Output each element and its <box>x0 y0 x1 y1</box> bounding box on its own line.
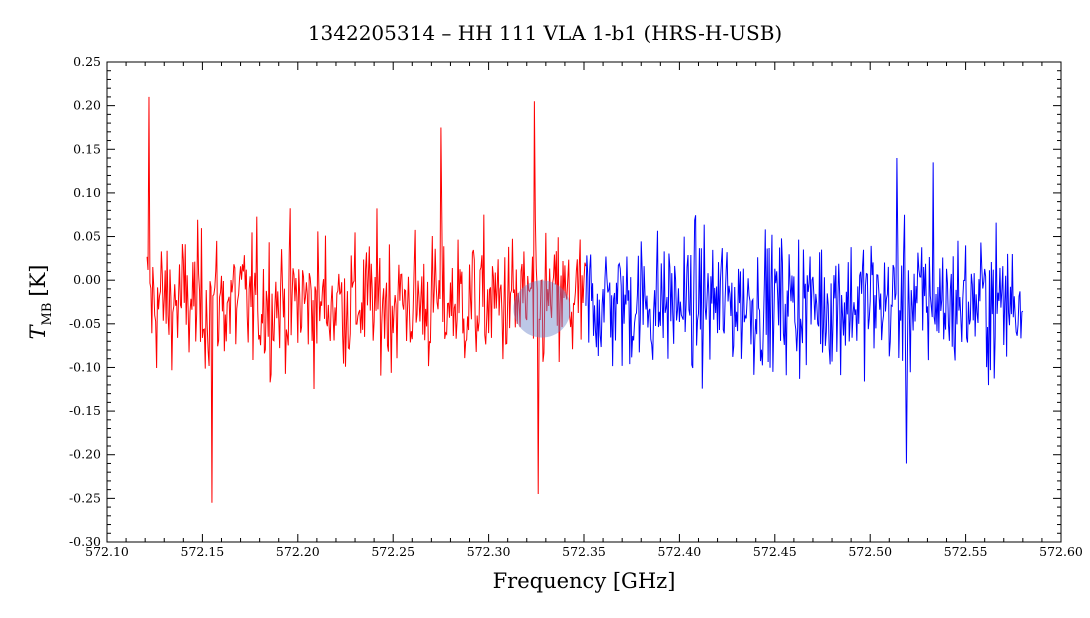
y-tick-label: 0.15 <box>73 141 101 156</box>
axis-ticks: 572.10 572.15 572.20 572.25 572.30 572.35 572.… <box>69 54 1083 559</box>
y-tick-label: -0.05 <box>69 316 101 331</box>
highlight-marker <box>513 280 571 338</box>
y-tick-label: -0.15 <box>69 403 101 418</box>
x-tick-label: 572.50 <box>848 544 892 559</box>
x-tick-label: 572.55 <box>944 544 988 559</box>
highlight-circle <box>513 280 571 338</box>
y-tick-label: -0.25 <box>69 490 101 505</box>
x-axis-label: Frequency [GHz] <box>493 569 676 593</box>
y-tick-label: -0.30 <box>69 534 101 549</box>
x-tick-label: 572.25 <box>371 544 415 559</box>
x-tick-label: 572.20 <box>276 544 320 559</box>
x-tick-label: 572.35 <box>562 544 606 559</box>
x-tick-label: 572.15 <box>181 544 225 559</box>
y-tick-label: -0.10 <box>69 359 101 374</box>
y-tick-label: 0.25 <box>73 54 101 69</box>
y-tick-label: 0.00 <box>73 272 101 287</box>
svg-text:TMB[K]: TMB[K] <box>26 265 55 340</box>
spectrum-series-1 <box>146 96 587 503</box>
spectrum-series-2 <box>585 157 1024 464</box>
y-tick-label: 0.20 <box>73 98 101 113</box>
y-tick-label: -0.20 <box>69 447 101 462</box>
plot-frame <box>106 61 1062 543</box>
x-tick-label: 572.10 <box>85 544 129 559</box>
x-tick-label: 572.40 <box>658 544 702 559</box>
x-tick-label: 572.60 <box>1039 544 1083 559</box>
x-tick-label: 572.45 <box>753 544 797 559</box>
plot-area <box>146 96 1024 503</box>
y-tick-label: 0.05 <box>73 229 101 244</box>
x-tick-label: 572.30 <box>467 544 511 559</box>
y-axis-label: TMB[K] <box>26 265 55 340</box>
y-tick-label: 0.10 <box>73 185 101 200</box>
chart-title: 1342205314 – HH 111 VLA 1-b1 (HRS-H-USB) <box>308 21 782 45</box>
